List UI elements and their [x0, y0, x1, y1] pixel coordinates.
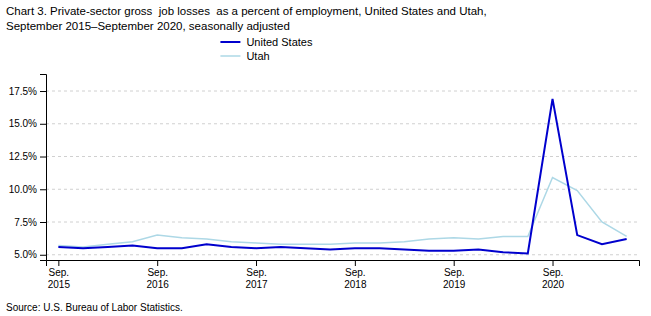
y-tick-label: 17.5%: [9, 86, 37, 97]
lines: [58, 99, 626, 254]
subtitle: September 2015–September 2020, seasonall…: [6, 20, 290, 32]
legend-label: United States: [246, 36, 313, 48]
grid-line: [46, 91, 639, 92]
legend-item: United States: [220, 36, 313, 48]
y-axis-line: [40, 75, 47, 261]
legend-swatch: [220, 41, 240, 43]
y-tick: 12.5%: [9, 151, 46, 162]
x-tick-label: Sep.2020: [542, 267, 565, 290]
y-tick-mark: [40, 91, 46, 92]
y-tick-mark: [40, 222, 46, 223]
y-tick-mark: [40, 189, 46, 190]
legend-swatch: [220, 55, 240, 57]
x-tick: Sep.2015: [48, 260, 71, 290]
y-tick-mark: [40, 255, 46, 256]
x-axis-line: [47, 261, 640, 267]
y-tick-label: 12.5%: [9, 151, 37, 162]
x-tick: Sep.2020: [542, 260, 565, 290]
legend: United States Utah: [220, 36, 313, 62]
grid-line: [46, 123, 639, 124]
x-tick-mark: [256, 260, 257, 266]
grid-line: [46, 156, 639, 157]
x-tick-label-line: Sep.: [543, 267, 564, 278]
x-tick-label-line: Sep.: [147, 267, 168, 278]
x-tick-mark: [553, 260, 554, 266]
x-tick-label: Sep.2018: [344, 267, 367, 290]
legend-item: Utah: [220, 50, 269, 62]
y-tick-label: 7.5%: [14, 217, 37, 228]
x-tick: Sep.2017: [245, 260, 268, 290]
y-axis: 5.0% 7.5% 10.0% 12.5% 15.0% 17.5%: [9, 75, 47, 261]
x-tick-label-line: 2017: [245, 279, 268, 290]
source: Source: U.S. Bureau of Labor Statistics.: [6, 302, 183, 313]
plot: 5.0%7.5%10.0%12.5%15.0%17.5%Sep.2015Sep.…: [9, 75, 640, 290]
grid-line: [46, 189, 639, 190]
x-tick-label: Sep.2019: [443, 267, 466, 290]
grid-line: [46, 254, 639, 255]
x-axis: Sep.2015Sep.2016Sep.2017Sep.2018Sep.2019…: [47, 260, 640, 290]
x-tick-label-line: Sep.: [49, 267, 70, 278]
y-tick-label: 5.0%: [14, 249, 37, 260]
y-tick: 10.0%: [9, 184, 46, 195]
x-tick-label-line: 2019: [443, 279, 466, 290]
x-tick-label: Sep.2016: [147, 267, 170, 290]
y-tick-mark: [40, 124, 46, 125]
x-tick-mark: [454, 260, 455, 266]
y-tick-mark: [40, 157, 46, 158]
y-tick: 17.5%: [9, 86, 46, 97]
x-tick: Sep.2018: [344, 260, 367, 290]
grid: [46, 91, 639, 255]
y-tick: 15.0%: [9, 118, 46, 129]
x-tick-label: Sep.2015: [48, 267, 71, 290]
y-tick-label: 10.0%: [9, 184, 37, 195]
x-tick-label-line: Sep.: [246, 267, 267, 278]
x-tick: Sep.2019: [443, 260, 466, 290]
series-line: [58, 177, 626, 246]
y-tick-label: 15.0%: [9, 118, 37, 129]
x-tick-label-line: 2016: [147, 279, 170, 290]
x-tick-label-line: 2018: [344, 279, 367, 290]
series-line: [58, 99, 626, 254]
y-tick: 5.0%: [14, 249, 46, 260]
grid-line: [46, 222, 639, 223]
y-tick: 7.5%: [14, 217, 46, 228]
x-tick-label-line: Sep.: [444, 267, 465, 278]
x-tick: Sep.2016: [147, 260, 170, 290]
legend-label: Utah: [246, 50, 269, 62]
x-tick-label-line: 2015: [48, 279, 71, 290]
x-tick-mark: [355, 260, 356, 266]
x-tick-label: Sep.2017: [245, 267, 268, 290]
x-tick-label-line: 2020: [542, 279, 565, 290]
x-tick-label-line: Sep.: [345, 267, 366, 278]
x-tick-mark: [157, 260, 158, 266]
title: Chart 3. Private-sector gross job losses…: [6, 5, 487, 17]
x-tick-mark: [58, 260, 59, 266]
chart: Chart 3. Private-sector gross job losses…: [0, 0, 651, 316]
